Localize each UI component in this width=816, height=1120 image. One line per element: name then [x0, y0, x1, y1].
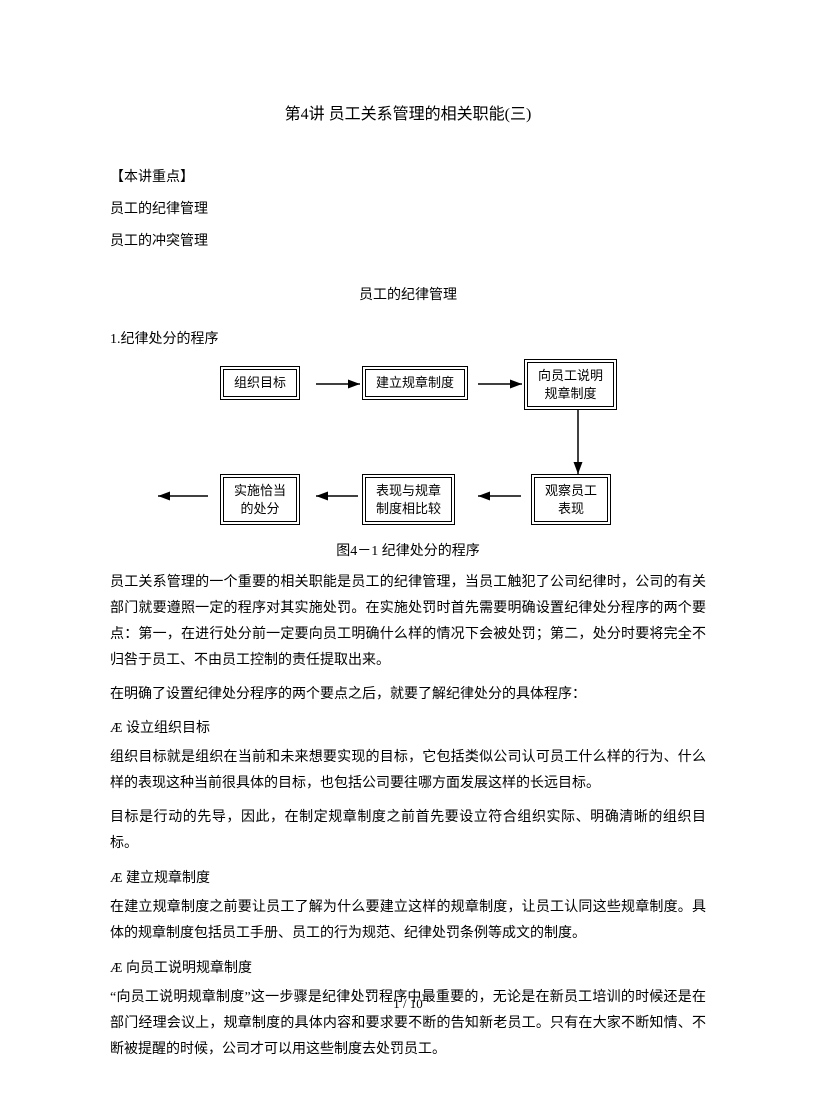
paragraph-5: 在建立规章制度之前要让员工了解为什么要建立这样的规章制度，让员工认同这些规章制度…: [110, 895, 706, 947]
flowchart: 组织目标 建立规章制度 向员工说明 规章制度 观察员工 表现 表现与规章 制度相…: [148, 356, 668, 536]
bullet-2: Æ 建立规章制度: [110, 867, 706, 887]
flowchart-node-5: 表现与规章 制度相比较: [362, 474, 455, 525]
bullet-1: Æ 设立组织目标: [110, 717, 706, 737]
paragraph-1: 员工关系管理的一个重要的相关职能是员工的纪律管理，当员工触犯了公司纪律时，公司的…: [110, 570, 706, 674]
section-title: 员工的纪律管理: [110, 284, 706, 304]
paragraph-3: 组织目标就是组织在当前和未来想要实现的目标，它包括类似公司认可员工什么样的行为、…: [110, 745, 706, 797]
flowchart-node-2: 建立规章制度: [362, 366, 468, 400]
header-label: 【本讲重点】: [110, 164, 706, 192]
page: 第4讲 员工关系管理的相关职能(三) 【本讲重点】 员工的纪律管理 员工的冲突管…: [0, 0, 816, 1120]
flowchart-node-1: 组织目标: [220, 366, 300, 400]
flowchart-node-3: 向员工说明 规章制度: [524, 359, 617, 410]
flowchart-node-4: 观察员工 表现: [531, 474, 611, 525]
page-title: 第4讲 员工关系管理的相关职能(三): [110, 100, 706, 124]
figure-caption: 图4－1 纪律处分的程序: [110, 540, 706, 560]
paragraph-4: 目标是行动的先导，因此，在制定规章制度之前首先要设立符合组织实际、明确清晰的组织…: [110, 805, 706, 857]
numbered-heading: 1.纪律处分的程序: [110, 328, 706, 348]
bullet-3: Æ 向员工说明规章制度: [110, 957, 706, 977]
point-1: 员工的纪律管理: [110, 196, 706, 224]
point-2: 员工的冲突管理: [110, 228, 706, 256]
paragraph-2: 在明确了设置纪律处分程序的两个要点之后，就要了解纪律处分的具体程序：: [110, 682, 706, 708]
flowchart-node-6: 实施恰当 的处分: [220, 474, 300, 525]
page-footer: 1 / 10: [0, 996, 816, 1012]
